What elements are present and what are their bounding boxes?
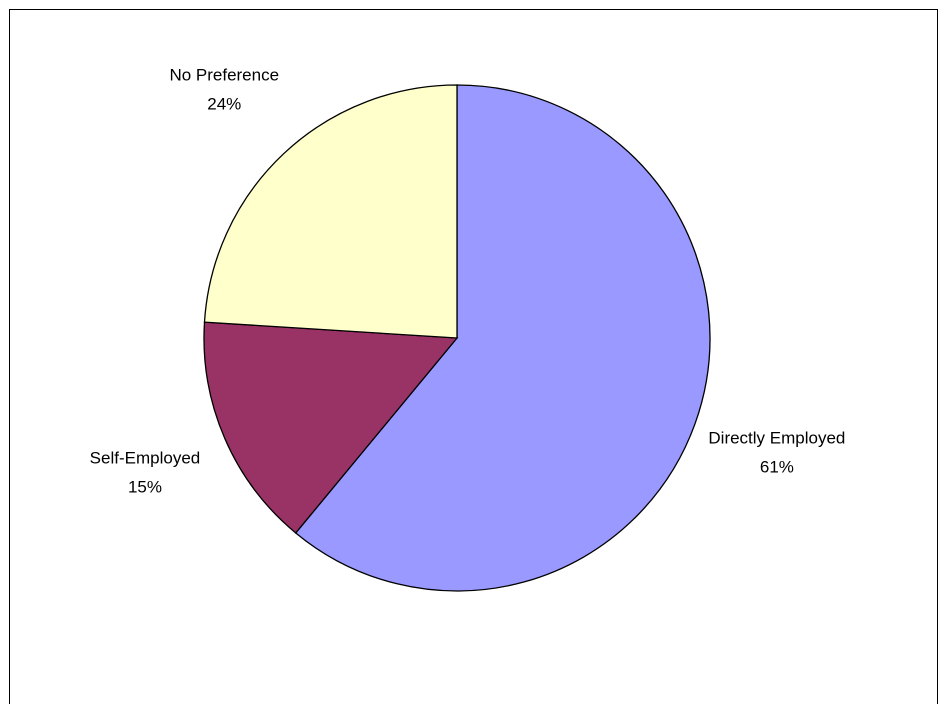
chart-frame bbox=[9, 9, 938, 704]
slice-label: Self-Employed bbox=[90, 449, 201, 468]
slice-label: No Preference bbox=[169, 66, 279, 85]
slice-value-label: 24% bbox=[207, 95, 241, 114]
pie-slice bbox=[203, 84, 458, 339]
slice-label: Directly Employed bbox=[708, 429, 845, 448]
pie-slice bbox=[203, 321, 459, 534]
slice-value-label: 15% bbox=[128, 478, 162, 497]
slice-value-label: 61% bbox=[760, 458, 794, 477]
pie-slice bbox=[294, 84, 711, 592]
